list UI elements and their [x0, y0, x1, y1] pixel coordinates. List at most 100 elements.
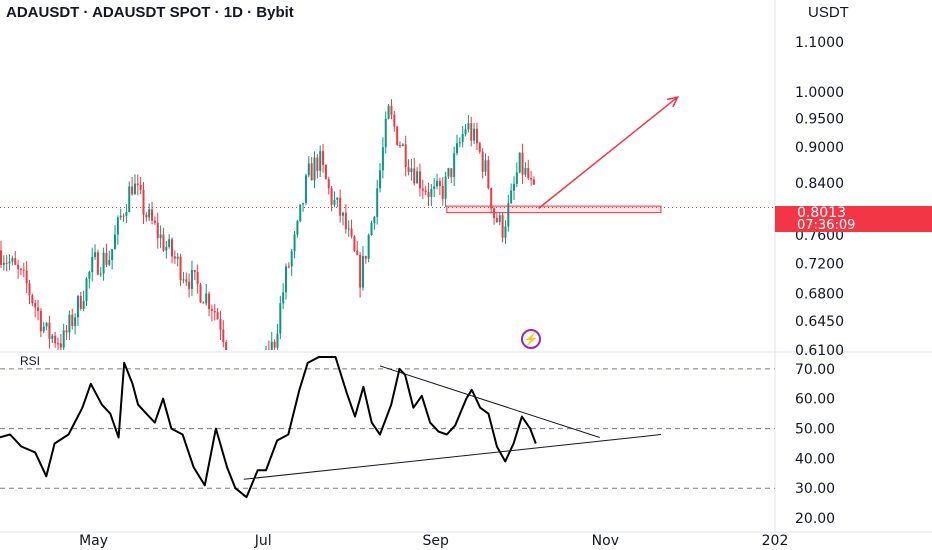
candle-body [22, 269, 25, 271]
candle-body [373, 216, 376, 224]
candle-body [504, 226, 507, 238]
candle-body [145, 214, 148, 218]
candle-body [421, 188, 424, 191]
candle-body [105, 252, 108, 265]
candle-body [185, 279, 188, 282]
candle-body [270, 341, 273, 350]
candle-body [108, 259, 111, 265]
candle-body [361, 255, 364, 288]
candle-body [51, 335, 54, 339]
candle-body [213, 310, 216, 313]
candle-body [510, 190, 513, 203]
candle-body [133, 183, 136, 195]
bar-countdown: 07:36:09 [797, 218, 856, 233]
candle-body [136, 183, 139, 185]
candle-body [379, 170, 382, 189]
candle-body [307, 163, 310, 176]
candle-body [116, 217, 119, 235]
candle-body [34, 303, 37, 308]
candle-body [62, 330, 65, 348]
candle-body [31, 295, 34, 304]
lightning-bolt-icon[interactable]: ⚡ [521, 329, 541, 349]
candle-body [196, 271, 199, 285]
candle-body [199, 284, 202, 303]
candle-body [162, 234, 165, 251]
candle-body [410, 168, 413, 173]
currency-label: USDT [808, 4, 849, 21]
candle-body [353, 236, 356, 251]
candle-body [231, 368, 233, 369]
candle-body [444, 176, 447, 199]
rsi-tick-label: 70.00 [795, 362, 835, 378]
candle-body [119, 215, 122, 218]
candle-body [234, 369, 236, 374]
price-tick-label: 0.8400 [795, 176, 844, 192]
candle-body [91, 257, 94, 273]
time-tick-label: Sep [422, 533, 449, 549]
candle-body [122, 215, 125, 217]
rsi-line [0, 356, 537, 499]
candle-body [216, 312, 219, 320]
candle-body [513, 183, 515, 191]
candle-body [324, 165, 327, 180]
candle-body [248, 383, 250, 396]
candle-body [322, 151, 325, 166]
candle-body [37, 307, 40, 312]
candle-body [473, 128, 476, 141]
candle-body [96, 252, 99, 275]
candle-body [102, 252, 105, 274]
candle-body [433, 186, 436, 190]
candle-body [11, 258, 14, 262]
candle-body [171, 239, 173, 257]
candle-body [501, 215, 504, 238]
candle-body [48, 322, 51, 339]
candle-body [239, 404, 241, 406]
candle-body [74, 317, 77, 327]
candle-body [99, 273, 102, 275]
candle-body [237, 374, 239, 406]
candle-body [82, 301, 85, 309]
candle-body [313, 157, 316, 181]
candle-body [364, 255, 367, 259]
candle-body [208, 293, 211, 310]
candle-body [495, 218, 498, 222]
candle-body [285, 266, 287, 293]
candle-body [530, 178, 533, 180]
rsi-tick-label: 50.00 [795, 422, 835, 438]
candle-body [524, 167, 527, 175]
projection-arrow-shaft [538, 96, 679, 209]
candle-body [156, 222, 159, 239]
candle-body [176, 256, 179, 259]
candle-body [427, 192, 430, 197]
candle-body [25, 270, 28, 284]
candle-body [367, 234, 370, 259]
candle-body [71, 314, 74, 327]
candle-body [438, 180, 441, 186]
candle-body [28, 283, 31, 296]
candle-body [418, 171, 421, 189]
candle-body [487, 160, 490, 189]
candle-body [273, 341, 276, 348]
candle-body [376, 188, 379, 217]
candle-body [245, 387, 247, 396]
candle-body [42, 326, 45, 332]
candle-body [151, 209, 154, 221]
rsi-tick-label: 30.00 [795, 481, 835, 497]
candle-body [282, 292, 285, 304]
candle-body [521, 152, 524, 175]
candle-body [493, 208, 496, 219]
candle-body [5, 262, 8, 264]
candle-body [478, 143, 481, 152]
candle-body [188, 281, 191, 289]
candle-body [111, 249, 114, 260]
last-price-tag: 0.8013 07:36:09 [775, 206, 932, 232]
candle-body [205, 293, 208, 304]
projection-arrow-head [666, 96, 679, 108]
candle-body [265, 349, 268, 350]
candle-body [254, 384, 256, 391]
price-tick-label: 0.6450 [795, 314, 844, 330]
candle-body [287, 266, 290, 268]
candle-body [447, 168, 450, 177]
price-tick-label: 0.9500 [795, 112, 844, 128]
